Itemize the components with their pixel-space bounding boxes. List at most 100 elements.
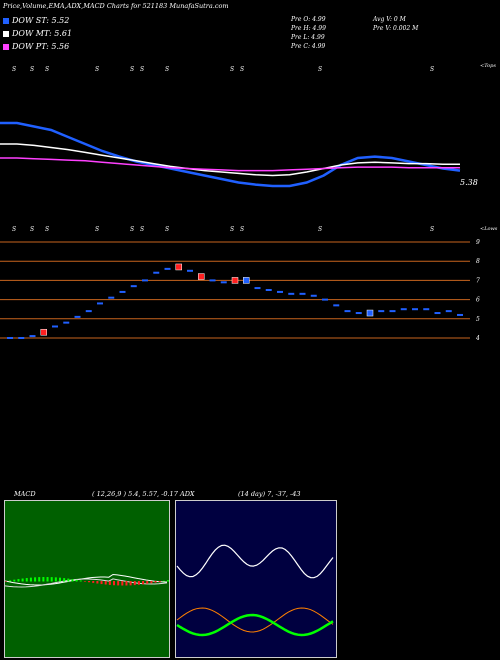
macd-histogram-bar <box>67 578 70 582</box>
price-candle <box>231 277 239 284</box>
macd-histogram-bar <box>162 580 165 582</box>
macd-histogram-bar <box>54 577 57 582</box>
price-candle <box>18 337 25 339</box>
price-candle <box>378 310 385 313</box>
adx-params: (14 day) 7, -37, -43 <box>238 490 301 498</box>
price-candle <box>333 304 340 307</box>
macd-histogram-bar <box>137 581 140 585</box>
mid-tick-mark: S <box>430 226 434 233</box>
price-candle <box>310 294 317 297</box>
legend-label-pt: DOW PT: 5.56 <box>12 42 70 51</box>
macd-histogram-bar <box>104 581 107 585</box>
price-candle <box>40 328 47 336</box>
price-candle <box>254 287 261 290</box>
price-candle <box>97 302 103 305</box>
last-value-label: 5.38 <box>460 178 478 187</box>
mid-tick-mark: S <box>318 226 322 233</box>
macd-signal-line <box>4 578 168 588</box>
avg-volume: Avg V: 0 M <box>373 16 406 23</box>
price-candle <box>344 310 351 313</box>
macd-histogram-bar <box>13 579 16 582</box>
macd-histogram-bar <box>113 581 115 586</box>
mid-tick-mark: S <box>95 226 99 233</box>
top-tick-mark: S <box>130 66 134 73</box>
prev-low: Pre L: 4.99 <box>291 34 325 41</box>
di-minus-line <box>176 607 334 633</box>
macd-histogram-bar <box>96 581 99 584</box>
legend-label-st: DOW ST: 5.52 <box>12 16 70 25</box>
price-candle <box>412 308 418 311</box>
mid-tick-mark: S <box>240 226 244 233</box>
top-tick-mark: S <box>230 66 234 73</box>
price-candle <box>119 290 126 293</box>
macd-histogram-bar <box>38 577 41 582</box>
macd-histogram-bar <box>108 581 111 585</box>
top-tick-mark: S <box>240 66 244 73</box>
price-candle <box>299 292 306 295</box>
price-candle <box>175 263 182 271</box>
price-candle <box>52 325 58 328</box>
price-tick-label: 7 <box>476 277 480 284</box>
macd-histogram-bar <box>83 581 86 582</box>
macd-histogram-bar <box>59 577 61 582</box>
macd-histogram-bar <box>150 581 153 584</box>
price-tick-label: 8 <box>476 258 480 265</box>
macd-histogram-bar <box>117 581 120 586</box>
price-candle <box>389 310 396 313</box>
mid-tick-mark: S <box>45 226 49 233</box>
price-tick-label: 6 <box>476 297 480 304</box>
legend-dow-pt: DOW PT: 5.56 <box>3 42 69 51</box>
top-tick-mark: S <box>45 66 49 73</box>
price-candle <box>243 277 250 284</box>
mid-tick-mark: S <box>140 226 144 233</box>
price-tick-label: 4 <box>475 335 480 342</box>
price-candle <box>85 310 92 313</box>
macd-histogram-bar <box>167 580 169 582</box>
price-candle <box>209 279 216 282</box>
legend-label-mt: DOW MT: 5.61 <box>12 29 73 38</box>
top-tick-mark: S <box>165 66 169 73</box>
price-candle <box>29 335 36 338</box>
prev-open: Pre O: 4.99 <box>291 16 326 23</box>
mid-tick-mark: S <box>230 226 234 233</box>
macd-histogram-bar <box>92 581 95 583</box>
ema-line-dow-pt <box>0 157 460 172</box>
price-candle <box>434 312 441 315</box>
top-tick-mark: S <box>318 66 322 73</box>
macd-histogram-bar <box>146 581 149 584</box>
price-candle <box>445 310 452 313</box>
macd-histogram-bar <box>50 577 53 582</box>
top-tick-mark: S <box>12 66 16 73</box>
tops-label: <Tops <box>480 63 496 69</box>
macd-histogram-bar <box>17 579 20 582</box>
di-plus-line <box>176 613 334 637</box>
price-candle <box>74 315 81 318</box>
adx-label: ADX <box>180 490 195 498</box>
price-candle <box>220 281 227 284</box>
price-chart: 9 8 7 6 5 4 <box>0 239 480 342</box>
mid-tick-mark: S <box>12 226 16 233</box>
top-tick-mark: S <box>30 66 34 73</box>
legend-dow-mt: DOW MT: 5.61 <box>3 29 72 38</box>
macd-histogram-bar <box>9 580 12 582</box>
price-candle <box>153 271 160 274</box>
macd-histogram-bar <box>154 581 157 583</box>
price-candle <box>164 267 171 270</box>
prev-volume: Pre V: 0.002 M <box>373 25 419 32</box>
price-candle <box>7 337 13 339</box>
adx-line <box>176 544 334 579</box>
price-tick-label: 9 <box>476 239 480 246</box>
price-candle <box>265 289 272 291</box>
mid-tick-mark: S <box>165 226 169 233</box>
ema-line-dow-st <box>0 121 461 188</box>
macd-histogram-bar <box>42 577 45 582</box>
macd-histogram-bar <box>142 581 145 585</box>
macd-histogram-bar <box>71 579 74 582</box>
macd-histogram-bar <box>63 578 66 582</box>
macd-histogram-bar <box>21 578 24 582</box>
lows-label: <Lows <box>480 226 498 232</box>
price-candle <box>130 285 137 288</box>
macd-histogram-bar <box>158 581 161 582</box>
